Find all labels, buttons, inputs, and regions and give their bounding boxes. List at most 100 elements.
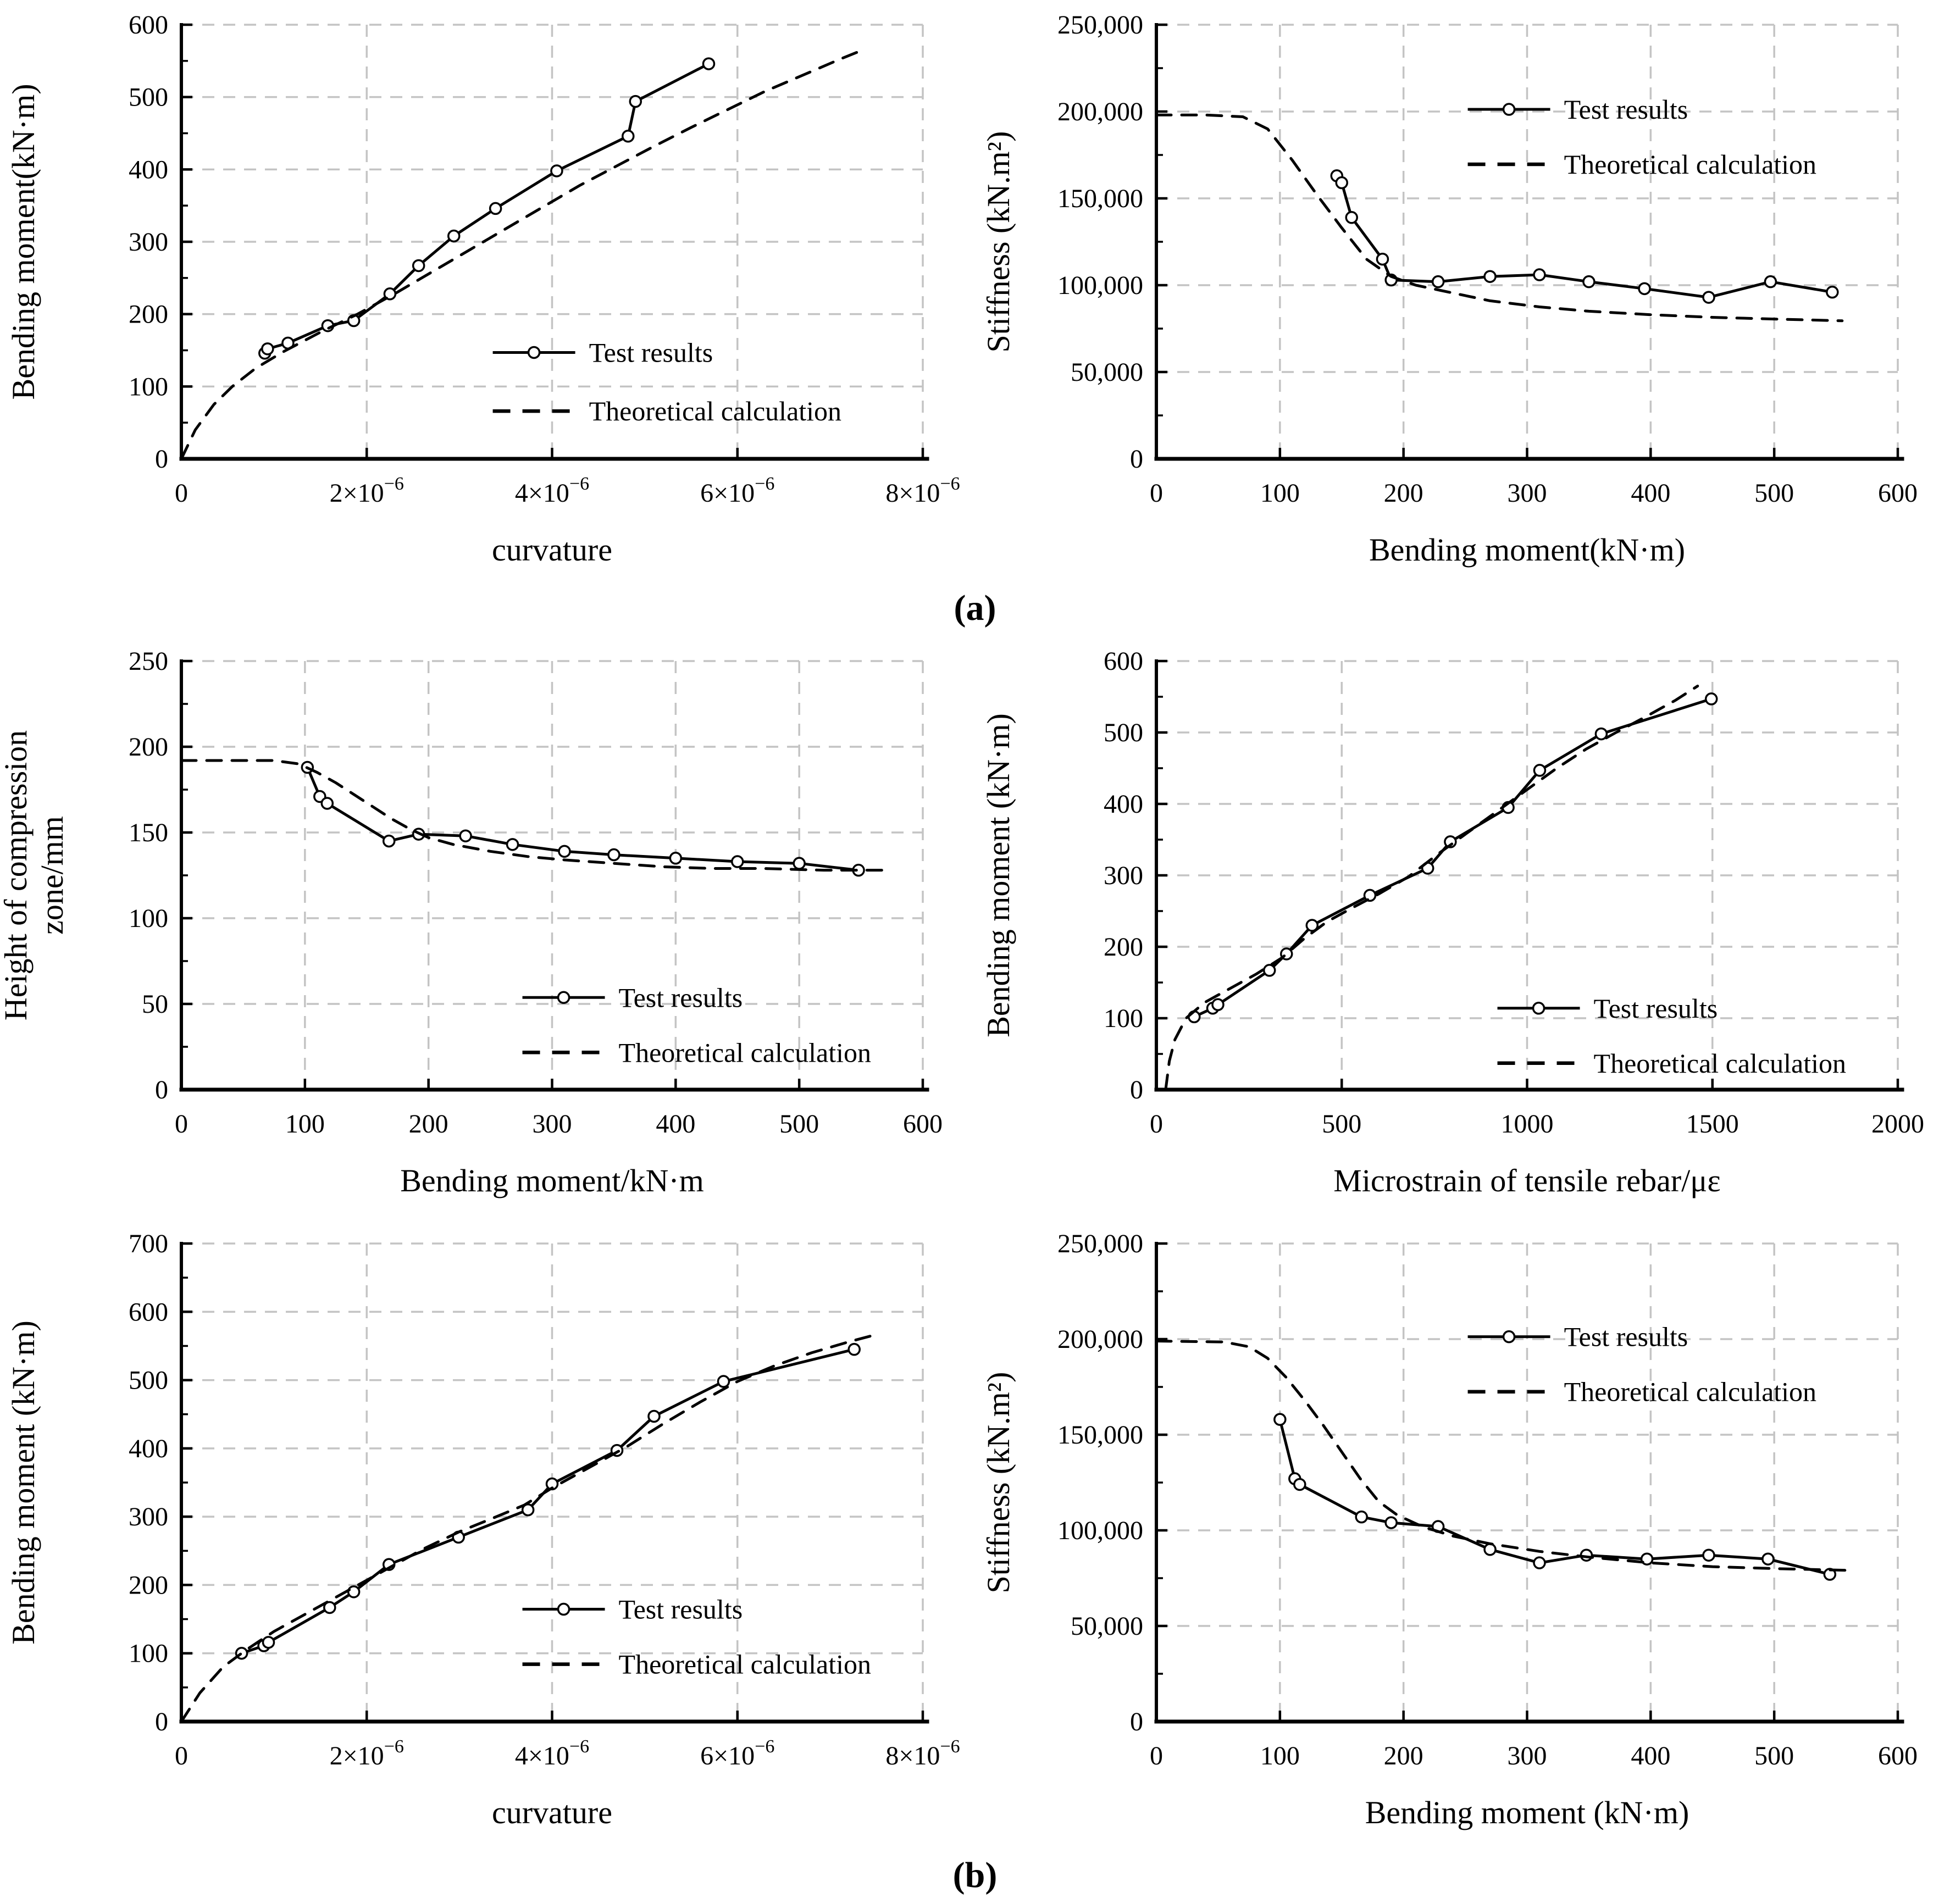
y-tick-label: 0 bbox=[155, 445, 168, 474]
data-point-marker bbox=[731, 855, 744, 868]
x-tick-label: 1000 bbox=[1501, 1109, 1554, 1139]
chart-stiffness-moment-b: 0 100 200 300 400 500 600 0 50,000 100,000 150,000… bbox=[975, 1219, 1950, 1851]
data-point-marker bbox=[847, 1342, 861, 1356]
x-axis-title: curvature bbox=[492, 1795, 612, 1830]
data-point-marker bbox=[558, 845, 571, 858]
axes bbox=[1154, 1242, 1904, 1724]
chart-moment-microstrain-b: 0 500 1000 1500 2000 0 100 200 300 400 500 600 Micro… bbox=[975, 636, 1950, 1219]
x-tick-label: 300 bbox=[1508, 479, 1547, 508]
data-point-marker bbox=[1533, 268, 1546, 281]
data-point-marker bbox=[1702, 1548, 1715, 1562]
axes bbox=[179, 23, 929, 461]
x-tick-label: 2×10−6 bbox=[330, 1736, 404, 1770]
data-point-marker bbox=[1761, 1552, 1775, 1566]
y-tick-label: 300 bbox=[129, 227, 168, 257]
legend-label: Theoretical calculation bbox=[619, 1037, 871, 1068]
data-point-marker bbox=[622, 130, 635, 143]
figure-label-a: (a) bbox=[954, 588, 996, 628]
chart-stiffness-moment-a: 0 100 200 300 400 500 600 0 50,000 100,000 150,000… bbox=[975, 0, 1950, 588]
data-point-marker bbox=[793, 857, 806, 870]
x-axis-title: Microstrain of tensile rebar/με bbox=[1333, 1163, 1721, 1198]
y-tick-label: 0 bbox=[1130, 1707, 1143, 1736]
x-tick-label: 8×10−6 bbox=[885, 1736, 960, 1770]
x-tick-label: 500 bbox=[1322, 1109, 1361, 1139]
legend: Test results Theoretical calculation bbox=[1467, 94, 1816, 180]
data-point-marker bbox=[669, 852, 683, 865]
figure-row-b1: 0 100 200 300 400 500 600 0 50 100 150 200 250 Bendin… bbox=[0, 636, 1950, 1219]
legend: Test results Theoretical calculation bbox=[522, 1594, 871, 1680]
axis-titles: Bending moment (kN·m) Stiffness (kN.m²) bbox=[980, 1372, 1689, 1830]
legend-label: Theoretical calculation bbox=[1564, 149, 1816, 180]
x-tick-label: 500 bbox=[1754, 1741, 1794, 1770]
y-tick-label: 0 bbox=[155, 1075, 168, 1104]
x-tick-label: 0 bbox=[175, 479, 188, 508]
x-tick-label: 600 bbox=[1878, 1741, 1918, 1770]
figure-row-a: 0 2×10−6 4×10−6 6×10−6 8×10−6 0 100 200 300 400 50… bbox=[0, 0, 1950, 588]
series-theory bbox=[1155, 1340, 1856, 1572]
legend-marker-sample bbox=[1502, 1330, 1516, 1344]
x-tick-label: 500 bbox=[1754, 479, 1794, 508]
y-axis-title: Height of compression bbox=[0, 730, 34, 1020]
x-tick-label: 100 bbox=[1260, 479, 1300, 508]
data-point-marker bbox=[629, 95, 642, 108]
gridlines bbox=[1156, 1242, 1899, 1722]
data-point-marker bbox=[347, 1585, 361, 1598]
axis-titles: Bending moment/kN·m Height of compression… bbox=[0, 730, 704, 1198]
y-tick-label: 50,000 bbox=[1071, 358, 1143, 387]
series-theory bbox=[1155, 113, 1844, 323]
data-point-marker bbox=[647, 1409, 661, 1423]
y-tick-label: 150,000 bbox=[1057, 1420, 1143, 1450]
data-point-marker bbox=[262, 1636, 275, 1649]
x-tick-label: 0 bbox=[175, 1741, 188, 1770]
series-test bbox=[1330, 169, 1839, 304]
x-tick-label: 200 bbox=[1384, 479, 1423, 508]
data-point-marker bbox=[1335, 176, 1348, 190]
x-tick-label: 4×10−6 bbox=[515, 1736, 589, 1770]
data-point-marker bbox=[607, 848, 621, 862]
data-point-marker bbox=[489, 202, 502, 215]
data-point-marker bbox=[717, 1375, 730, 1388]
tick-labels: 0 2×10−6 4×10−6 6×10−6 8×10−6 0 100 200 300 400 50… bbox=[129, 10, 960, 508]
x-tick-label: 200 bbox=[409, 1109, 448, 1139]
y-tick-label: 200 bbox=[129, 732, 168, 762]
axes bbox=[1154, 23, 1904, 461]
y-tick-label: 600 bbox=[129, 10, 168, 40]
series-theory bbox=[1164, 685, 1699, 1091]
x-tick-label: 100 bbox=[285, 1109, 325, 1139]
x-tick-label: 0 bbox=[1150, 1109, 1163, 1139]
y-tick-label: 0 bbox=[1130, 445, 1143, 474]
axis-titles: Bending moment(kN·m) Stiffness (kN.m²) bbox=[980, 131, 1685, 568]
y-tick-label: 300 bbox=[1104, 861, 1143, 890]
y-tick-label: 500 bbox=[129, 83, 168, 112]
data-point-marker bbox=[459, 829, 472, 842]
y-tick-label: 500 bbox=[1104, 718, 1143, 747]
data-point-marker bbox=[1594, 727, 1608, 741]
data-point-marker bbox=[323, 1601, 336, 1614]
series-test bbox=[1273, 1413, 1837, 1581]
data-point-marker bbox=[1483, 270, 1497, 283]
tick-labels: 0 500 1000 1500 2000 0 100 200 300 400 500 600 bbox=[1104, 647, 1924, 1139]
data-point-marker bbox=[506, 838, 519, 851]
legend: Test results Theoretical calculation bbox=[1497, 993, 1846, 1079]
y-tick-label: 50,000 bbox=[1071, 1612, 1143, 1641]
data-point-marker bbox=[1384, 1516, 1398, 1529]
y-tick-label: 250 bbox=[129, 647, 168, 676]
y-tick-label: 200,000 bbox=[1057, 97, 1143, 126]
legend-marker-sample bbox=[1502, 103, 1516, 116]
y-tick-label: 0 bbox=[155, 1707, 168, 1736]
data-point-marker bbox=[550, 164, 563, 177]
x-tick-label: 400 bbox=[1631, 479, 1670, 508]
data-point-marker bbox=[1533, 1556, 1546, 1569]
series-test bbox=[235, 1342, 861, 1660]
legend-marker-sample bbox=[527, 346, 541, 359]
chart-svg-stiffness-moment-b: 0 100 200 300 400 500 600 0 50,000 100,000 150,000… bbox=[980, 1229, 1918, 1830]
data-point-marker bbox=[382, 834, 396, 848]
legend-marker-sample bbox=[1532, 1002, 1545, 1015]
y-axis-title: Bending moment (kN·m) bbox=[980, 713, 1016, 1037]
y-tick-label: 150 bbox=[129, 818, 168, 847]
chart-moment-curvature-b: 0 2×10−6 4×10−6 6×10−6 8×10−6 0 100 200 300 400 50… bbox=[0, 1219, 975, 1851]
axes bbox=[179, 1242, 929, 1724]
axes bbox=[179, 659, 929, 1092]
gridlines bbox=[181, 660, 924, 1090]
